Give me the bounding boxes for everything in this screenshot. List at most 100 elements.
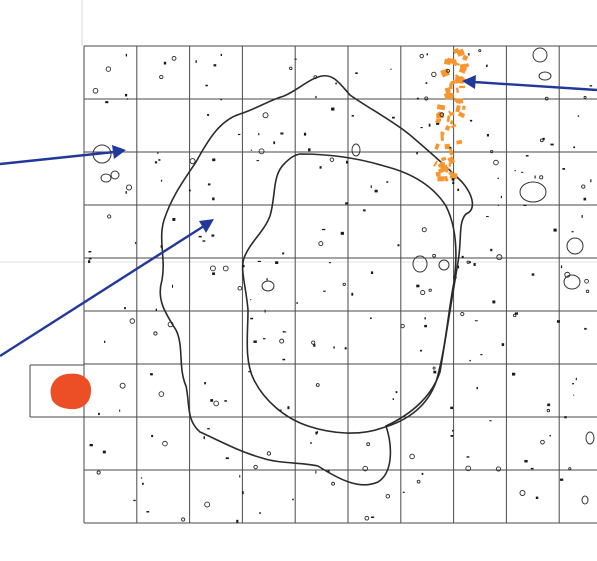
- speck: [420, 289, 426, 296]
- speck: [572, 382, 575, 385]
- speck: [581, 184, 586, 189]
- orange-fragment: [456, 48, 465, 57]
- speck: [210, 265, 216, 272]
- speck: [88, 251, 92, 253]
- speck: [340, 231, 344, 235]
- orange-fragment: [444, 175, 449, 182]
- orange-fragment: [444, 164, 447, 168]
- speck: [153, 331, 158, 336]
- speck: [461, 255, 464, 258]
- speck: [149, 373, 153, 376]
- speck: [266, 451, 272, 456]
- speck: [344, 347, 347, 350]
- speck: [560, 478, 564, 481]
- speck: [370, 516, 375, 519]
- speck: [480, 354, 483, 356]
- speck: [315, 431, 318, 435]
- orange-fragment: [462, 54, 469, 62]
- speck: [211, 234, 215, 237]
- speck: [154, 161, 158, 164]
- speck: [416, 97, 419, 100]
- speck: [476, 387, 478, 390]
- speck: [253, 340, 257, 343]
- speck: [457, 188, 460, 192]
- speck: [151, 434, 154, 438]
- speck: [501, 343, 505, 346]
- speck: [308, 148, 311, 152]
- speck: [550, 143, 554, 146]
- speck: [125, 53, 128, 57]
- speck: [524, 459, 528, 463]
- speck: [453, 275, 457, 280]
- speck: [329, 157, 335, 162]
- speck: [236, 519, 239, 523]
- speck: [207, 183, 211, 186]
- speck: [374, 189, 378, 193]
- speck: [133, 499, 136, 502]
- outer-outline: [159, 74, 474, 486]
- speck: [547, 403, 551, 407]
- speck: [163, 61, 167, 65]
- speck: [428, 123, 431, 127]
- speck: [256, 160, 260, 162]
- speck: [146, 511, 150, 513]
- speck: [514, 312, 519, 315]
- speck: [259, 511, 261, 515]
- speck: [449, 146, 452, 149]
- speck: [370, 271, 374, 275]
- speck: [497, 204, 499, 206]
- speck: [416, 284, 420, 288]
- speck: [571, 231, 574, 233]
- speck: [385, 493, 391, 499]
- speck: [493, 159, 499, 166]
- grid-extension-left: [29, 364, 84, 418]
- speck: [239, 475, 241, 478]
- speck: [316, 431, 319, 434]
- speck: [129, 318, 136, 324]
- speck: [119, 409, 121, 412]
- orange-fragment: [434, 143, 440, 150]
- speck: [424, 317, 426, 320]
- speck: [466, 456, 470, 458]
- speck: [519, 489, 526, 496]
- orange-fragment: [440, 131, 445, 136]
- speck: [540, 439, 545, 445]
- speck: [560, 265, 563, 269]
- speck: [466, 260, 470, 264]
- speck: [490, 149, 494, 154]
- speck: [203, 436, 205, 440]
- speck: [369, 317, 372, 320]
- speck: [88, 257, 92, 260]
- speck: [452, 429, 454, 432]
- speck: [224, 400, 227, 402]
- orange-fragment: [441, 69, 448, 73]
- speck: [426, 53, 428, 56]
- speck: [237, 133, 241, 136]
- speck: [416, 479, 421, 484]
- speck: [294, 58, 297, 60]
- speck: [366, 442, 371, 447]
- speck: [160, 179, 163, 182]
- speck: [287, 406, 290, 410]
- speck: [521, 171, 524, 173]
- speck: [124, 307, 126, 310]
- speck: [315, 383, 320, 387]
- speck: [250, 149, 253, 151]
- speck: [142, 482, 144, 485]
- orange-fragment: [436, 115, 442, 119]
- orange-fragment: [433, 160, 439, 167]
- speck: [262, 338, 266, 340]
- speck: [345, 202, 349, 205]
- speck: [204, 382, 206, 385]
- speck: [530, 467, 534, 470]
- speck: [386, 181, 389, 183]
- orange-fragment: [437, 176, 445, 182]
- speck: [105, 101, 109, 104]
- speck: [125, 191, 127, 194]
- speck: [342, 282, 346, 287]
- speck: [513, 313, 517, 318]
- speck: [446, 69, 451, 73]
- speck: [313, 75, 318, 80]
- speck: [469, 359, 471, 362]
- speck: [573, 146, 576, 149]
